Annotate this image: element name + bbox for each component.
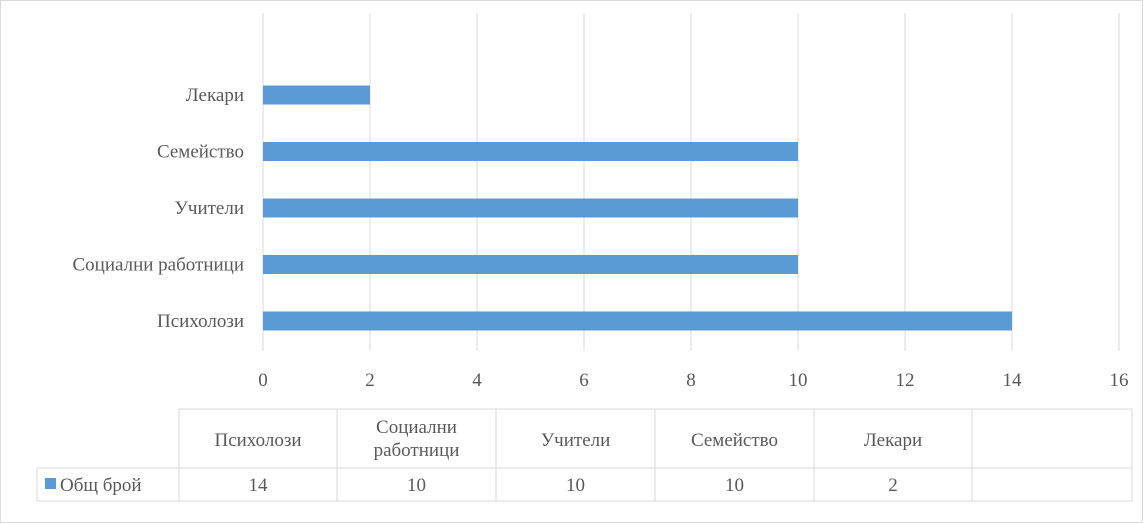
bar-1 xyxy=(263,311,1012,331)
data-table: Психолози Социални работници Учители Семейст… xyxy=(36,408,1133,502)
table-row-label: Общ брой xyxy=(60,475,142,496)
table-value-3: 10 xyxy=(566,475,585,496)
category-label-5: Лекари xyxy=(186,85,244,106)
bar-3 xyxy=(263,198,798,218)
x-tick-label-8: 8 xyxy=(686,370,696,391)
category-label-2: Социални работници xyxy=(72,255,244,276)
category-label-4: Семейство xyxy=(157,142,244,163)
x-tick-label-16: 16 xyxy=(1110,370,1129,391)
bar-2 xyxy=(263,255,798,274)
legend-swatch xyxy=(45,478,56,489)
x-tick-label-6: 6 xyxy=(579,370,589,391)
bar-4 xyxy=(263,142,798,161)
bars xyxy=(263,85,1012,331)
x-tick-label-10: 10 xyxy=(789,370,808,391)
category-label-1: Психолози xyxy=(157,311,244,332)
x-tick-label-4: 4 xyxy=(472,370,482,391)
x-tick-label-0: 0 xyxy=(258,370,268,391)
bar-5 xyxy=(263,85,370,105)
x-tick-labels: 0 2 4 6 8 10 12 14 16 xyxy=(258,370,1128,391)
x-tick-label-2: 2 xyxy=(365,370,375,391)
gridlines xyxy=(262,13,1120,351)
x-tick-label-14: 14 xyxy=(1003,370,1023,391)
table-header-5: Лекари xyxy=(864,430,922,451)
category-labels: Психолози Социални работници Учители Семей… xyxy=(72,85,244,332)
table-value-5: 2 xyxy=(888,475,898,496)
category-label-3: Учители xyxy=(174,198,244,219)
x-tick-label-12: 12 xyxy=(896,370,915,391)
table-value-2: 10 xyxy=(407,475,426,496)
table-value-1: 14 xyxy=(249,475,269,496)
table-header-4: Семейство xyxy=(691,430,778,451)
table-header-3: Учители xyxy=(541,430,611,451)
table-value-4: 10 xyxy=(725,475,744,496)
table-header-2: Социални работници xyxy=(374,417,460,461)
table-header-1: Психолози xyxy=(214,430,301,451)
